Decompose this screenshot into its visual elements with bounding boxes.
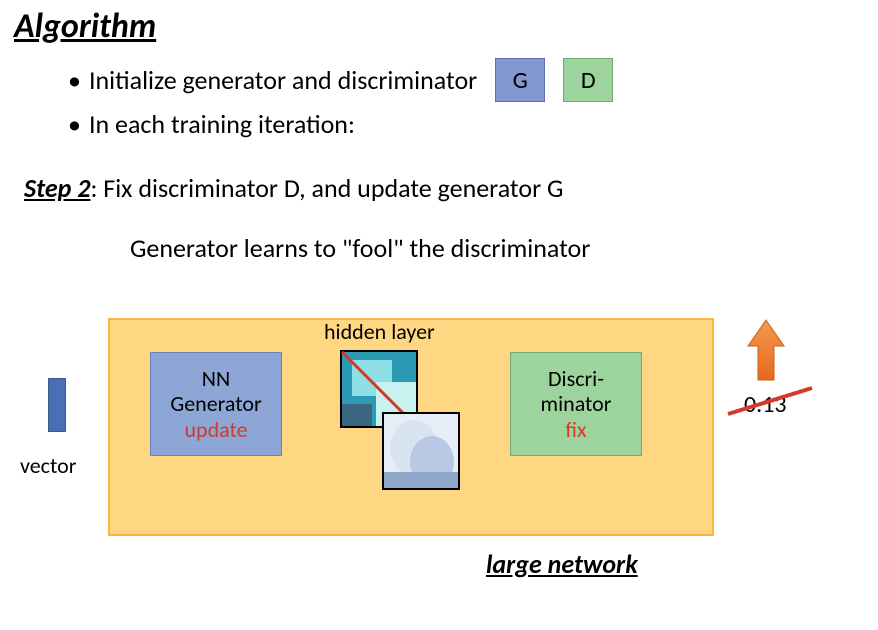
discriminator-badge: D [563,58,613,102]
output-strike [726,384,816,418]
hidden-image-2 [382,412,460,490]
bullet-dot-icon: • [68,64,81,96]
step-label: Step 2 [24,172,90,204]
generator-badge: G [495,58,545,102]
generator-caption: Generator learns to "fool" the discrimin… [130,232,590,264]
input-vector [48,378,66,432]
vector-label: vector [20,452,76,479]
generator-block: NN Generator update [150,352,282,456]
page-title: Algorithm [14,6,156,47]
generator-line1: NN [202,366,230,391]
increase-arrow-icon [746,318,786,384]
bullet-initialize: • Initialize generator and discriminator… [68,58,613,102]
bullet-dot-icon: • [68,108,81,140]
step-text: : Fix discriminator D, and update genera… [90,172,563,204]
step-description: Step 2: Fix discriminator D, and update … [24,172,563,204]
bullet-2-text: In each training iteration: [89,108,355,140]
large-network-label: large network [486,548,638,580]
generator-line2: Generator [170,391,261,416]
hidden-layer-label: hidden layer [324,318,435,345]
discriminator-block: Discri- minator fix [510,352,642,456]
generator-status: update [184,417,247,442]
bullet-iteration: • In each training iteration: [68,108,355,140]
discriminator-line1: Discri- [548,366,604,391]
bullet-1-text: Initialize generator and discriminator [89,64,477,96]
discriminator-line2: minator [541,391,612,416]
discriminator-status: fix [565,417,586,442]
